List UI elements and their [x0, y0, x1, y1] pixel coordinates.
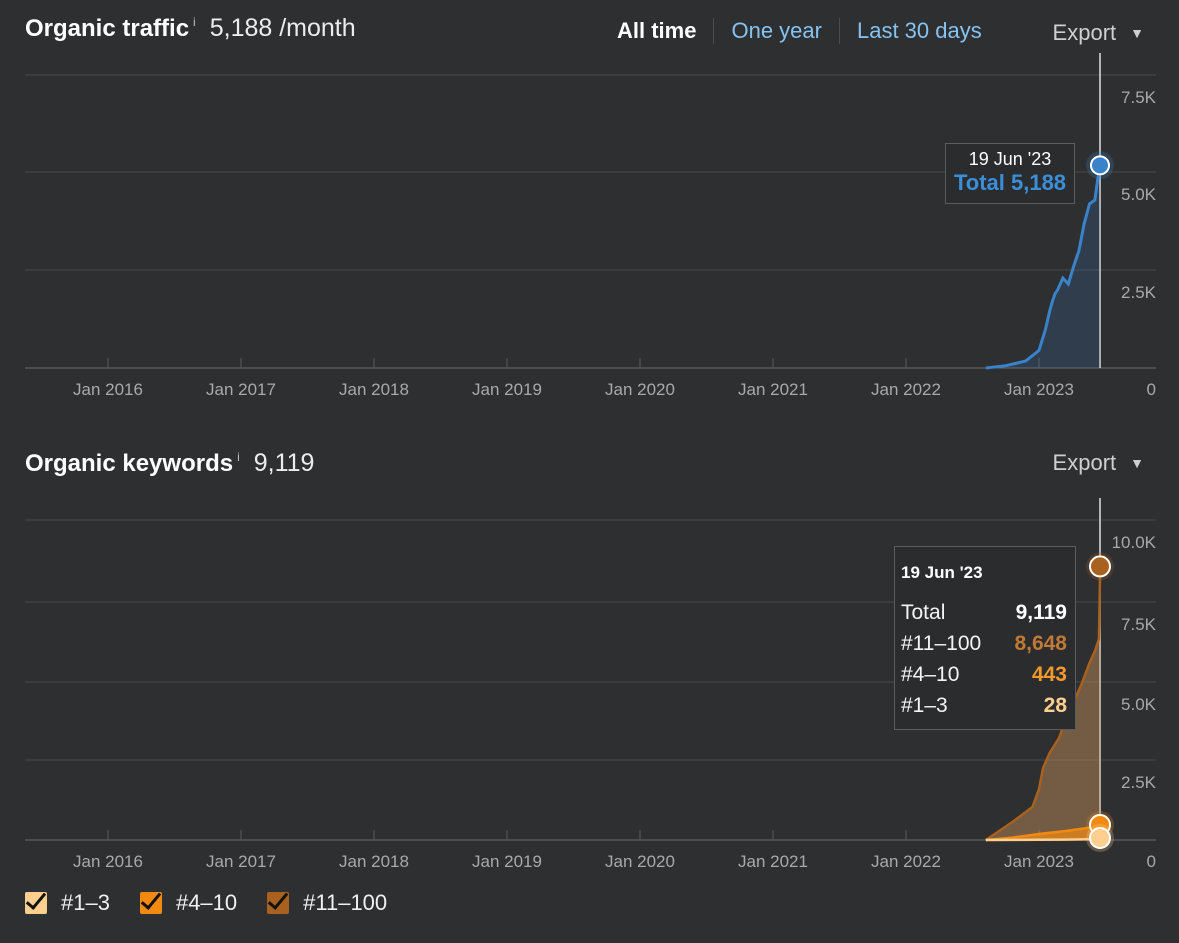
traffic-tooltip: 19 Jun '23 Total 5,188 — [945, 143, 1075, 204]
y-tick-label: 10.0K — [1112, 533, 1157, 552]
y-tick-label: 2.5K — [1121, 283, 1157, 302]
y-tick-label: 5.0K — [1121, 185, 1157, 204]
export-label: Export — [1052, 450, 1117, 475]
keywords-chart: 10.0K 7.5K 5.0K 2.5K 0 Jan 2016 Jan 2017 Jan 20… — [25, 498, 1157, 871]
x-tick-label: Jan 2020 — [605, 852, 675, 871]
legend-item-11-100[interactable]: #11–100 — [267, 890, 387, 916]
tooltip-label: #1–3 — [901, 694, 948, 717]
keywords-info-icon[interactable]: i — [237, 450, 240, 464]
caret-down-icon: ▼ — [1130, 455, 1144, 471]
traffic-title: Organic traffic — [25, 15, 190, 42]
keywords-tooltip: 19 Jun '23 Total 9,119 #11–100 8,648 #4–… — [894, 546, 1076, 730]
keywords-export-button[interactable]: Export ▼ — [1053, 450, 1144, 476]
traffic-chart: 7.5K 5.0K 2.5K 0 Jan 2016 Jan 2017 Jan 2018 Jan… — [25, 53, 1157, 399]
tooltip-row-11-100: #11–100 8,648 — [901, 628, 1067, 659]
time-range-tabs: All time One year Last 30 days — [600, 18, 999, 44]
tab-all-time[interactable]: All time — [617, 18, 697, 43]
x-tick-label: Jan 2018 — [339, 852, 409, 871]
checkbox-checked-icon[interactable] — [25, 892, 47, 914]
y-tick-label: 0 — [1147, 852, 1156, 871]
keywords-header: Organic keywords i 9,119 — [25, 449, 314, 478]
y-tick-label: 0 — [1147, 380, 1156, 399]
keywords-value: 9,119 — [253, 449, 315, 477]
legend-label: #1–3 — [61, 890, 110, 915]
tooltip-value: 28 — [1043, 694, 1067, 717]
tooltip-label: Total — [901, 601, 946, 624]
keywords-title: Organic keywords — [25, 450, 234, 477]
data-point-1-3 — [1089, 827, 1111, 849]
x-tick-label: Jan 2019 — [472, 380, 542, 399]
series-line-total — [985, 165, 1102, 370]
series-area-#4–10 — [985, 825, 1101, 840]
checkbox-checked-icon[interactable] — [139, 892, 162, 914]
x-tick-label: Jan 2022 — [871, 852, 941, 871]
x-tick-label: Jan 2017 — [206, 852, 276, 871]
tooltip-row-4-10: #4–10 443 — [901, 659, 1067, 690]
y-tick-label: 2.5K — [1121, 773, 1157, 792]
x-tick-label: Jan 2023 — [1004, 852, 1074, 871]
x-tick-label: Jan 2018 — [339, 380, 409, 399]
legend-label: #11–100 — [303, 890, 388, 915]
tab-divider — [838, 18, 840, 44]
tab-last-30-days[interactable]: Last 30 days — [856, 18, 982, 43]
traffic-export-button[interactable]: Export ▼ — [1053, 20, 1144, 46]
tooltip-value: 9,119 — [1015, 601, 1067, 624]
tooltip-label: #4–10 — [901, 663, 960, 686]
series-area-total — [985, 165, 1101, 368]
tooltip-value: 8,648 — [1014, 632, 1067, 655]
x-tick-label: Jan 2021 — [738, 852, 808, 871]
legend-item-1-3[interactable]: #1–3 — [25, 890, 110, 916]
tab-divider — [713, 18, 715, 44]
traffic-header: Organic traffic i 5,188 /month — [25, 14, 356, 43]
data-point-total — [1090, 155, 1110, 176]
tooltip-value: 443 — [1031, 663, 1067, 686]
export-label: Export — [1052, 20, 1117, 45]
tooltip-row-total: Total 9,119 — [901, 597, 1067, 628]
x-tick-label: Jan 2020 — [605, 380, 675, 399]
traffic-tooltip-total: Total 5,188 — [953, 170, 1067, 195]
y-tick-label: 7.5K — [1121, 615, 1157, 634]
legend-item-4-10[interactable]: #4–10 — [139, 890, 238, 916]
tab-one-year[interactable]: One year — [731, 18, 822, 43]
traffic-info-icon[interactable]: i — [193, 15, 196, 29]
series-line-#1–3 — [985, 837, 1101, 842]
tooltip-row-1-3: #1–3 28 — [901, 690, 1067, 721]
caret-down-icon: ▼ — [1130, 25, 1144, 41]
series-area-#11–100 — [985, 566, 1101, 840]
x-tick-label: Jan 2016 — [73, 852, 143, 871]
checkbox-checked-icon[interactable] — [267, 892, 290, 914]
y-tick-label: 7.5K — [1121, 88, 1157, 107]
x-tick-label: Jan 2022 — [871, 380, 941, 399]
keywords-tooltip-date: 19 Jun '23 — [901, 563, 983, 582]
x-tick-label: Jan 2019 — [472, 852, 542, 871]
x-tick-label: Jan 2023 — [1004, 380, 1074, 399]
legend-label: #4–10 — [175, 890, 238, 915]
data-point-11-100 — [1089, 555, 1111, 578]
tooltip-label: #11–100 — [901, 632, 982, 655]
x-tick-label: Jan 2016 — [73, 380, 143, 399]
traffic-tooltip-date: 19 Jun '23 — [968, 149, 1052, 169]
x-tick-label: Jan 2021 — [738, 380, 808, 399]
x-tick-label: Jan 2017 — [206, 380, 276, 399]
legend: #1–3 #4–10 #11–100 — [25, 890, 417, 916]
traffic-value: 5,188 /month — [209, 14, 356, 42]
y-tick-label: 5.0K — [1121, 695, 1157, 714]
